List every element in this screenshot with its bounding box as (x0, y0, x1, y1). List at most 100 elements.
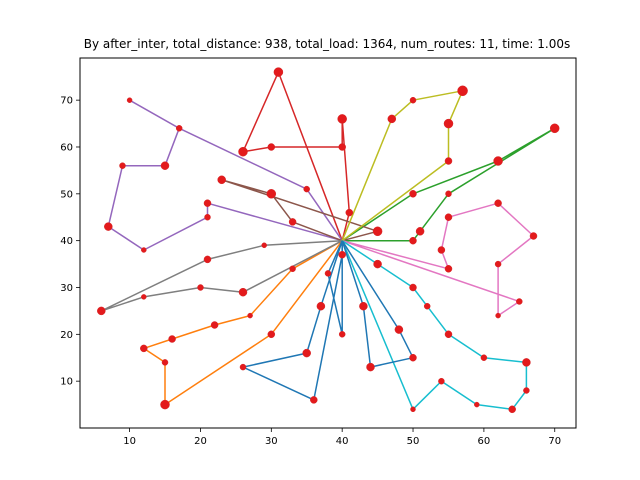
customer-point (210, 321, 219, 329)
customer-point (203, 199, 212, 207)
route-line-1 (242, 240, 343, 401)
customer-point (415, 227, 425, 236)
customer-point (175, 125, 183, 132)
customer-point (409, 190, 417, 198)
customer-point (324, 270, 332, 277)
x-tick-label: 30 (265, 436, 278, 447)
customer-point (457, 85, 468, 97)
customer-point (444, 157, 453, 165)
customer-point (140, 344, 148, 353)
x-tick-label: 70 (548, 436, 561, 447)
customer-point (529, 232, 538, 240)
customer-point (444, 330, 453, 339)
customer-point (204, 213, 211, 221)
y-tick-label: 50 (60, 189, 73, 200)
x-tick-label: 40 (336, 436, 349, 447)
x-tick-label: 50 (407, 436, 420, 447)
customer-point (394, 325, 404, 334)
customer-point (316, 301, 326, 311)
chart-title: By after_inter, total_distance: 938, tot… (84, 37, 570, 51)
customer-point (387, 114, 397, 124)
customer-point (338, 331, 346, 338)
customer-point (522, 358, 531, 367)
customer-point (443, 118, 454, 129)
customer-point (373, 259, 382, 269)
customer-point (494, 260, 502, 268)
customer-point (168, 335, 176, 343)
customer-point (444, 265, 453, 273)
y-tick-label: 30 (60, 283, 73, 294)
customer-point (423, 302, 431, 310)
customer-point (288, 218, 297, 226)
route-line-12 (341, 240, 414, 368)
y-tick-label: 60 (60, 142, 73, 153)
customer-point (303, 185, 310, 193)
customer-point (480, 354, 488, 361)
x-tick-label: 10 (123, 436, 136, 447)
customer-point (119, 162, 126, 169)
customer-point (238, 146, 248, 157)
y-tick-label: 10 (60, 377, 73, 388)
customer-point (409, 283, 417, 292)
customer-point (516, 298, 523, 305)
plot-frame (79, 57, 577, 429)
y-axis: 10 20 30 40 50 60 70 (60, 96, 80, 388)
route-line-2 (143, 240, 343, 406)
customer-point (337, 114, 347, 124)
customer-point (141, 294, 147, 300)
customer-point (444, 213, 453, 221)
y-tick-label: 40 (60, 236, 73, 247)
customer-point (345, 208, 354, 217)
customer-point (267, 143, 276, 151)
x-axis: 10 20 30 40 50 60 70 (123, 428, 561, 447)
customer-point (310, 396, 318, 404)
customer-point (410, 406, 416, 413)
customer-point (104, 222, 113, 231)
customer-point (409, 353, 417, 362)
customer-point (372, 226, 383, 237)
customer-point (203, 255, 212, 264)
customer-point (247, 312, 253, 319)
customer-point (126, 97, 133, 103)
customer-point (261, 242, 267, 249)
customer-point (239, 363, 247, 371)
customer-point (160, 161, 170, 170)
customer-point (474, 401, 480, 408)
y-tick-label: 20 (60, 330, 73, 341)
customer-point (289, 265, 296, 273)
customer-point (495, 312, 501, 319)
customer-point (160, 399, 170, 410)
customer-point (549, 123, 560, 134)
route-line-6 (220, 179, 379, 242)
customer-point (338, 250, 346, 259)
x-tick-label: 20 (194, 436, 207, 447)
customer-point (302, 348, 311, 358)
customer-point (266, 189, 277, 199)
customer-point (409, 236, 417, 245)
route-line-11 (327, 240, 343, 336)
customer-point (217, 175, 226, 185)
route-line-9 (341, 90, 464, 242)
route-line-8 (100, 239, 343, 312)
customer-point (338, 143, 346, 151)
route-line-4 (242, 71, 351, 241)
route-line-7 (341, 202, 535, 317)
customer-point (494, 199, 502, 207)
customer-point (97, 306, 106, 316)
customer-points-layer (97, 67, 560, 414)
customer-point (437, 246, 446, 254)
x-tick-label: 60 (478, 436, 491, 447)
customer-point (366, 362, 375, 372)
customer-point (508, 405, 516, 414)
customer-point (523, 387, 530, 394)
customer-point (238, 287, 248, 297)
customer-point (493, 156, 503, 166)
customer-point (273, 67, 284, 77)
y-tick-label: 70 (60, 96, 73, 107)
customer-point (438, 377, 445, 385)
customer-point (197, 284, 204, 291)
customer-point (409, 96, 417, 104)
customer-point (141, 247, 147, 253)
